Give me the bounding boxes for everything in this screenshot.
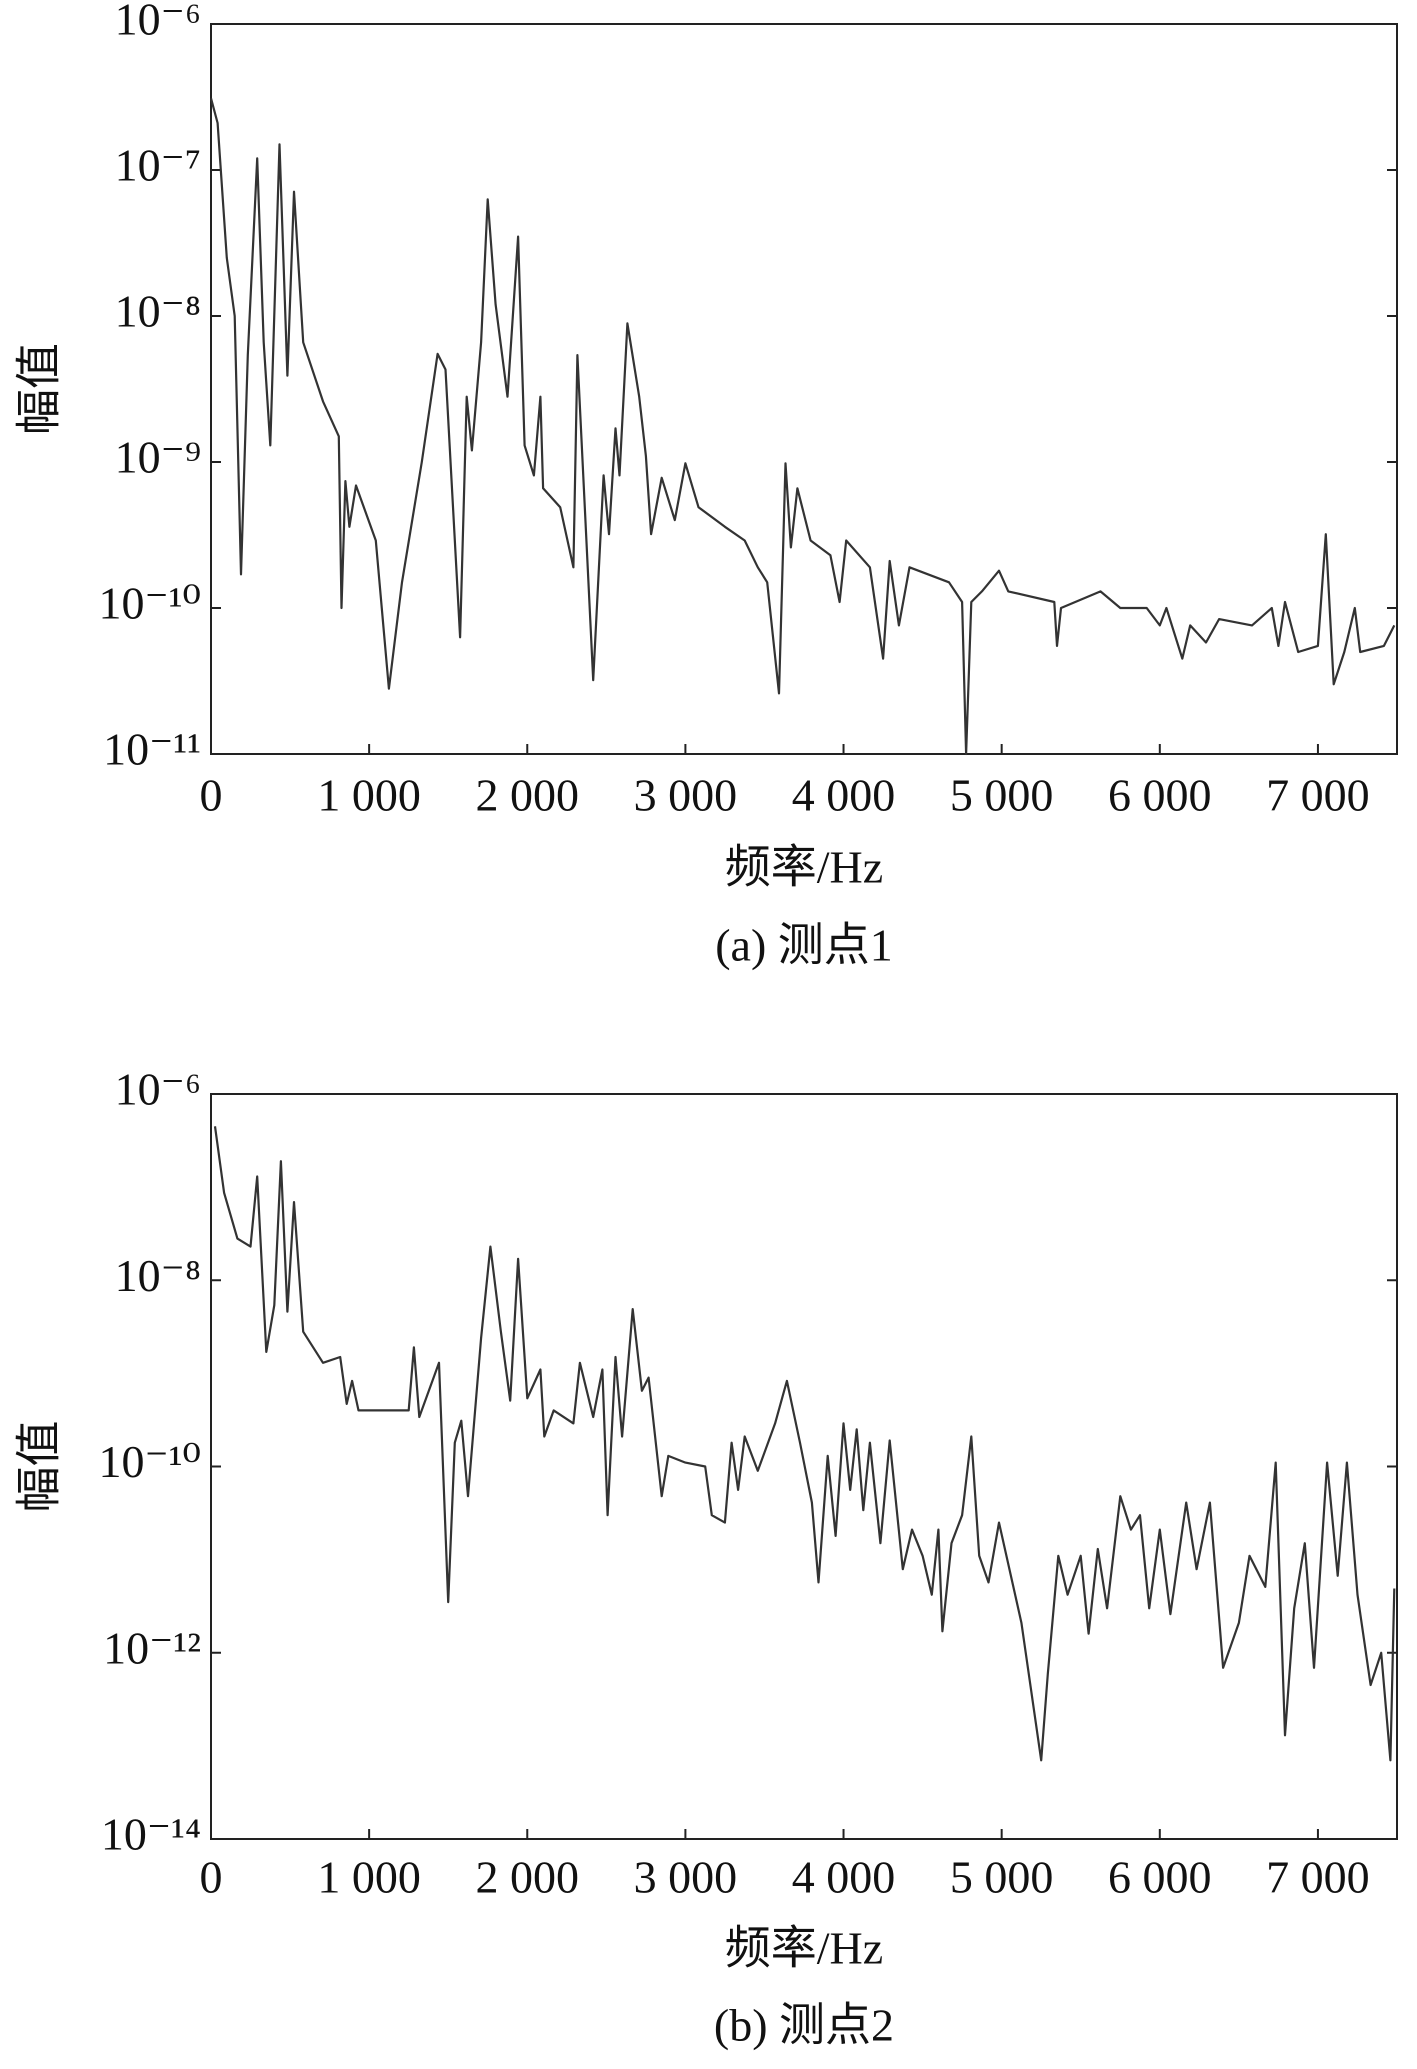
y-tick-label: 10⁻⁷ xyxy=(115,140,201,191)
x-tick-label: 3 000 xyxy=(634,770,738,821)
x-tick-label: 0 xyxy=(200,1852,223,1903)
y-tick-label: 10⁻¹⁰ xyxy=(98,578,201,629)
x-axis-label: 频率/Hz xyxy=(725,842,883,893)
x-tick-label: 7 000 xyxy=(1266,770,1370,821)
caption: (b) 测点2 xyxy=(714,2000,894,2051)
y-tick-label: 10⁻⁶ xyxy=(115,0,201,45)
x-tick-label: 5 000 xyxy=(950,1852,1054,1903)
x-tick-label: 7 000 xyxy=(1266,1852,1370,1903)
y-axis-label: 幅值 xyxy=(14,1421,65,1513)
y-axis-label: 幅值 xyxy=(14,343,65,435)
x-tick-label: 2 000 xyxy=(476,770,580,821)
y-tick-label: 10⁻¹² xyxy=(103,1622,201,1673)
x-tick-label: 0 xyxy=(200,770,223,821)
y-tick-label: 10⁻¹⁴ xyxy=(101,1809,201,1860)
x-tick-label: 1 000 xyxy=(317,770,421,821)
y-tick-label: 10⁻⁸ xyxy=(115,1250,201,1301)
x-tick-label: 4 000 xyxy=(792,770,896,821)
plot-frame xyxy=(210,23,1398,755)
x-tick-label: 5 000 xyxy=(950,770,1054,821)
y-tick-label: 10⁻¹¹ xyxy=(103,724,201,775)
caption: (a) 测点1 xyxy=(715,920,893,971)
x-tick-label: 2 000 xyxy=(476,1852,580,1903)
x-tick-label: 3 000 xyxy=(634,1852,738,1903)
x-tick-label: 6 000 xyxy=(1108,1852,1212,1903)
x-tick-label: 1 000 xyxy=(317,1852,421,1903)
y-tick-label: 10⁻¹⁰ xyxy=(98,1436,201,1487)
x-axis-label: 频率/Hz xyxy=(725,1923,883,1974)
x-tick-label: 6 000 xyxy=(1108,770,1212,821)
x-tick-label: 4 000 xyxy=(792,1852,896,1903)
data-line xyxy=(213,1126,1396,1762)
y-tick-label: 10⁻⁸ xyxy=(115,286,201,337)
y-tick-label: 10⁻⁹ xyxy=(115,432,201,483)
data-line xyxy=(209,98,1396,756)
y-tick-label: 10⁻⁶ xyxy=(115,1064,201,1115)
